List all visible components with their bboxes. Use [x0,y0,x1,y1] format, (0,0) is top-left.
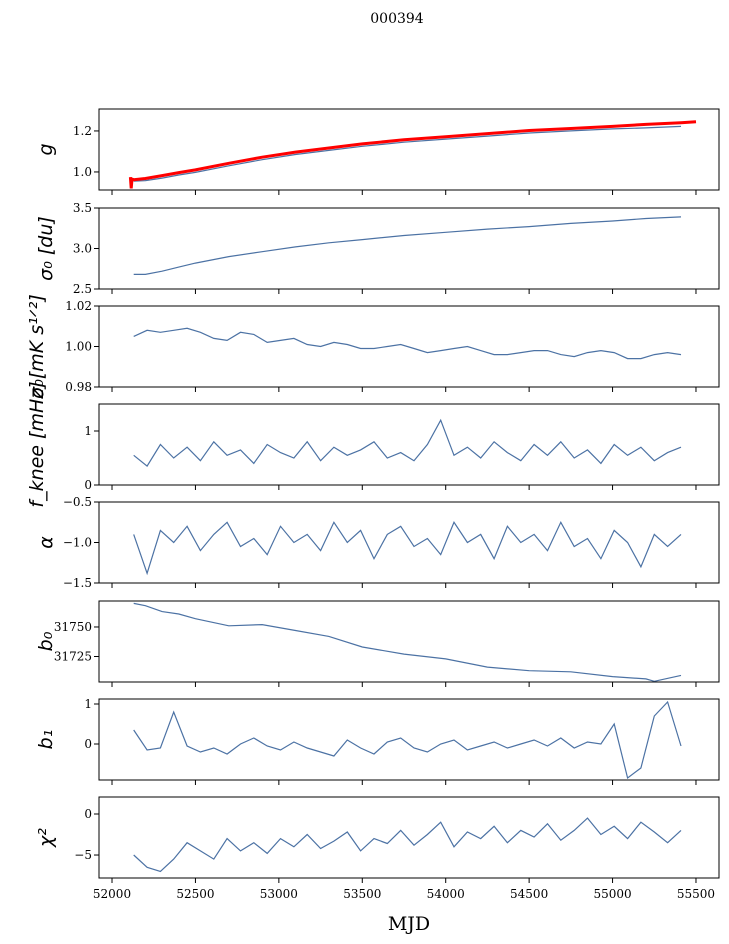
figure-title: 000394 [370,11,424,27]
axes-frame [98,600,720,683]
x-tick-label: 55500 [677,887,715,901]
series-line-g-fit [128,120,697,189]
subplot-7: 0 1 b₁ [35,697,720,785]
x-tick-label: 54500 [510,887,548,901]
series-line-sigma0_mK [133,327,682,360]
series-line-b0 [133,602,682,682]
subplot-5: −1.5 −1.0 −0.5 α [35,495,720,590]
subplot-2: 2.5 3.0 3.5 σ₀ [du] [35,201,720,296]
y-tick-label: 1 [84,697,92,711]
axes-frame [98,403,720,486]
axes-frame [98,796,720,879]
x-tick-label: 55000 [593,887,631,901]
y-tick-label: 1.00 [65,340,92,354]
y-tick-label: 1.2 [73,124,92,138]
y-tick-label: 1 [84,424,92,438]
y-tick-label: 0.98 [65,380,92,394]
subplot-3: 0.98 1.00 1.02 σ₀[mK s¹ᐟ²] [26,294,720,399]
y-axis-label: b₁ [35,730,57,750]
x-tick-label: 53000 [260,887,298,901]
series-line-fknee [133,418,682,467]
y-axis-label: σ₀[mK s¹ᐟ²] [26,294,48,399]
series-line-b1 [133,700,682,780]
y-axis-label: b₀ [35,631,57,651]
y-tick-label: 0 [84,807,92,821]
y-tick-label: 1.02 [65,299,92,313]
series-line-sigma0_du [133,216,682,275]
y-tick-label: 3.5 [73,201,92,215]
y-tick-label: 0 [84,737,92,751]
x-tick-label: 54000 [427,887,465,901]
subplot-1: 1.0 1.2 g [35,108,720,195]
y-tick-label: 2.5 [73,282,92,296]
x-axis-label: MJD [388,913,430,935]
y-tick-label: 1.0 [73,165,92,179]
axes-frame [98,698,720,781]
y-axis-label: α [35,536,57,549]
y-tick-label: 31750 [54,620,92,634]
y-axis-label: g [35,143,57,155]
y-axis-label: σ₀ [du] [35,216,57,281]
y-tick-label: 0 [84,478,92,492]
x-tick-label: 52500 [176,887,214,901]
x-tick-label: 52000 [93,887,131,901]
axes-frame [98,108,720,191]
y-tick-label: −1.5 [63,576,92,590]
y-tick-label: 3.0 [73,242,92,256]
series-line-chi2 [133,817,682,873]
x-tick-label: 53500 [343,887,381,901]
y-tick-label: −5 [74,848,92,862]
subplot-8: −5 0 52000 52500 53000 53500 54000 54500 55000 55… [35,796,720,901]
series-line-g [133,125,682,182]
y-axis-label: f_knee [mHz] [26,381,48,507]
y-tick-label: −1.0 [63,536,92,550]
axes-frame [98,501,720,584]
subplot-4: 0 1 f_knee [mHz] [26,381,720,508]
y-tick-label: −0.5 [63,495,92,509]
y-axis-label: χ² [35,828,57,848]
series-line-alpha [133,520,682,576]
y-tick-label: 31725 [54,649,92,663]
